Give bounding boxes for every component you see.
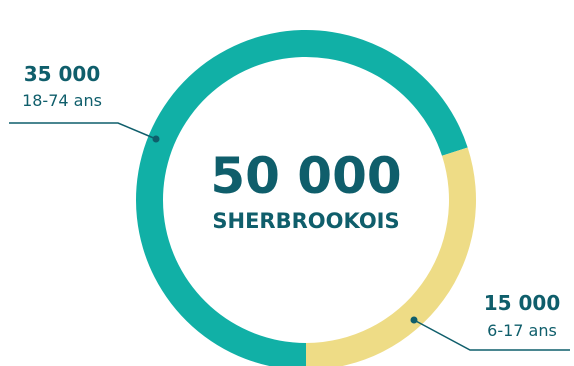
callout-18-74-leader <box>9 122 157 140</box>
callout-18-74-label: 18-74 ans <box>22 91 102 110</box>
donut-slices <box>136 30 477 366</box>
total-label: SHERBROOKOIS <box>212 209 399 233</box>
callout-6-17-dot <box>410 316 418 324</box>
callout-18-74-dot <box>152 135 160 143</box>
callout-6-17: 15 000 6-17 ans <box>410 291 570 351</box>
callout-6-17-value: 15 000 <box>484 291 561 315</box>
callout-18-74: 35 000 18-74 ans <box>9 62 160 143</box>
total-value: 50 000 <box>210 147 401 205</box>
callout-6-17-label: 6-17 ans <box>487 321 557 340</box>
donut-slice-6-17-ans <box>306 147 477 366</box>
callout-18-74-value: 35 000 <box>24 62 101 86</box>
callout-6-17-leader <box>413 319 570 351</box>
